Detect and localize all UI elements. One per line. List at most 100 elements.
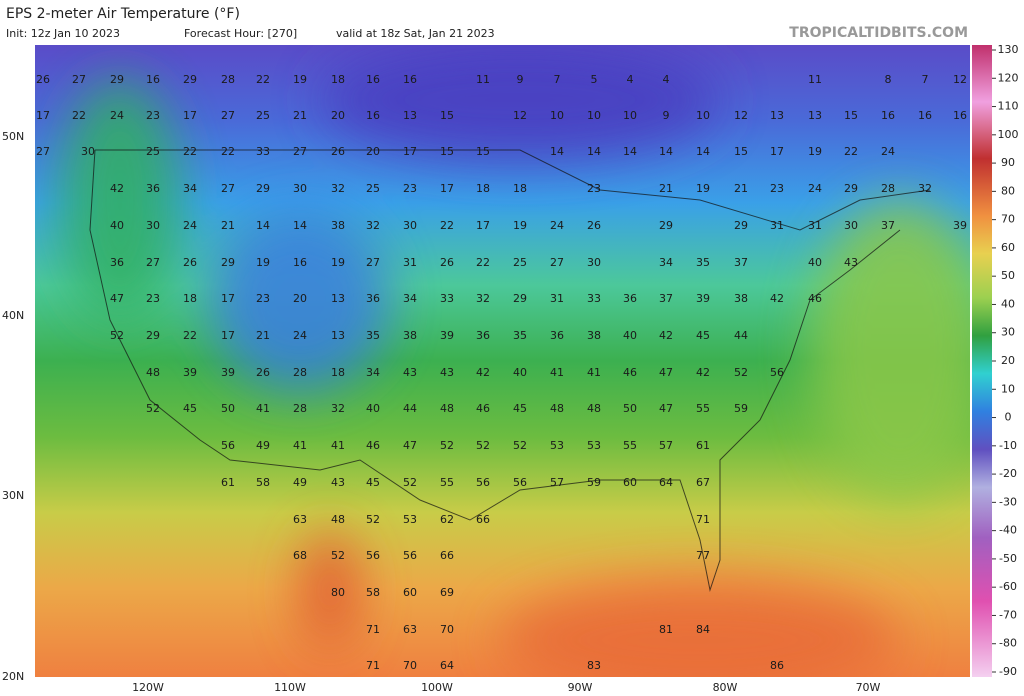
station-value: 29 xyxy=(183,73,197,86)
station-value: 42 xyxy=(696,366,710,379)
station-value: 58 xyxy=(256,476,270,489)
station-value: 7 xyxy=(922,73,929,86)
station-value: 9 xyxy=(517,73,524,86)
station-value: 38 xyxy=(734,292,748,305)
station-value: 37 xyxy=(734,256,748,269)
station-value: 32 xyxy=(918,182,932,195)
station-value: 11 xyxy=(476,73,490,86)
station-value: 14 xyxy=(587,145,601,158)
station-value: 40 xyxy=(808,256,822,269)
valid-time: valid at 18z Sat, Jan 21 2023 xyxy=(336,27,495,40)
station-value: 32 xyxy=(366,219,380,232)
station-value: 36 xyxy=(476,329,490,342)
station-value: 37 xyxy=(881,219,895,232)
station-value: 24 xyxy=(808,182,822,195)
station-value: 41 xyxy=(587,366,601,379)
colorbar-label: -90 xyxy=(999,665,1017,678)
colorbar-label: 10 xyxy=(1001,382,1015,395)
station-value: 57 xyxy=(550,476,564,489)
station-value: 30 xyxy=(844,219,858,232)
colorbar-label: 110 xyxy=(998,100,1019,113)
station-value: 37 xyxy=(659,292,673,305)
station-value: 38 xyxy=(331,219,345,232)
station-value: 64 xyxy=(659,476,673,489)
colorbar-label: -20 xyxy=(999,467,1017,480)
station-value: 14 xyxy=(659,145,673,158)
station-value: 18 xyxy=(331,73,345,86)
station-value: 29 xyxy=(221,256,235,269)
station-value: 48 xyxy=(440,402,454,415)
colorbar-label: 20 xyxy=(1001,354,1015,367)
station-value: 16 xyxy=(366,73,380,86)
station-value: 19 xyxy=(331,256,345,269)
station-value: 16 xyxy=(146,73,160,86)
station-value: 34 xyxy=(183,182,197,195)
station-value: 28 xyxy=(293,366,307,379)
station-value: 23 xyxy=(146,109,160,122)
station-value: 43 xyxy=(331,476,345,489)
station-value: 4 xyxy=(663,73,670,86)
station-value: 36 xyxy=(623,292,637,305)
station-value: 27 xyxy=(366,256,380,269)
station-value: 17 xyxy=(440,182,454,195)
station-value: 55 xyxy=(440,476,454,489)
station-value: 44 xyxy=(734,329,748,342)
forecast-hour: Forecast Hour: [270] xyxy=(184,27,297,40)
station-value: 59 xyxy=(587,476,601,489)
station-value: 26 xyxy=(440,256,454,269)
station-value: 22 xyxy=(221,145,235,158)
station-value: 20 xyxy=(293,292,307,305)
station-value: 41 xyxy=(293,439,307,452)
station-value: 56 xyxy=(366,549,380,562)
station-value: 43 xyxy=(403,366,417,379)
station-value: 48 xyxy=(331,513,345,526)
station-value: 69 xyxy=(440,586,454,599)
station-value: 22 xyxy=(476,256,490,269)
station-value: 13 xyxy=(403,109,417,122)
station-value: 77 xyxy=(696,549,710,562)
colorbar-label: 0 xyxy=(1005,411,1012,424)
station-value: 13 xyxy=(770,109,784,122)
station-value: 47 xyxy=(659,402,673,415)
station-value: 26 xyxy=(256,366,270,379)
station-value: 17 xyxy=(770,145,784,158)
lon-label: 80W xyxy=(713,681,738,694)
station-value: 21 xyxy=(256,329,270,342)
colorbar-label: 120 xyxy=(998,71,1019,84)
station-value: 52 xyxy=(440,439,454,452)
station-value: 36 xyxy=(110,256,124,269)
station-value: 70 xyxy=(440,623,454,636)
station-value: 27 xyxy=(293,145,307,158)
station-value: 50 xyxy=(221,402,235,415)
station-value: 11 xyxy=(808,73,822,86)
station-value: 17 xyxy=(221,292,235,305)
station-value: 18 xyxy=(476,182,490,195)
station-value: 48 xyxy=(587,402,601,415)
station-value: 29 xyxy=(734,219,748,232)
station-value: 22 xyxy=(844,145,858,158)
station-value: 27 xyxy=(146,256,160,269)
station-value: 16 xyxy=(403,73,417,86)
station-value: 60 xyxy=(623,476,637,489)
colorbar-label: 60 xyxy=(1001,241,1015,254)
station-value: 27 xyxy=(72,73,86,86)
station-value: 25 xyxy=(256,109,270,122)
station-value: 20 xyxy=(331,109,345,122)
station-value: 52 xyxy=(476,439,490,452)
station-value: 31 xyxy=(403,256,417,269)
station-value: 58 xyxy=(366,586,380,599)
station-value: 21 xyxy=(659,182,673,195)
station-value: 23 xyxy=(770,182,784,195)
station-value: 22 xyxy=(183,329,197,342)
station-value: 25 xyxy=(513,256,527,269)
station-value: 29 xyxy=(146,329,160,342)
station-value: 39 xyxy=(183,366,197,379)
station-value: 40 xyxy=(623,329,637,342)
station-value: 21 xyxy=(221,219,235,232)
station-value: 29 xyxy=(513,292,527,305)
station-value: 24 xyxy=(110,109,124,122)
station-value: 66 xyxy=(476,513,490,526)
lon-label: 100W xyxy=(421,681,453,694)
station-value: 39 xyxy=(696,292,710,305)
